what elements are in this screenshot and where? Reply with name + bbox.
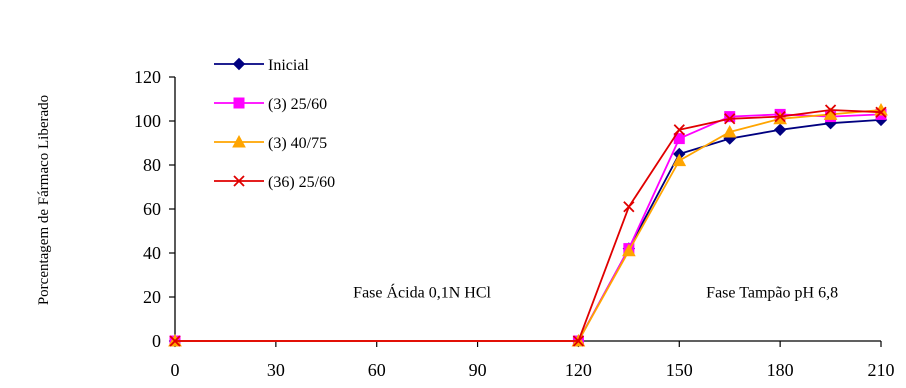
data-point	[775, 124, 786, 135]
legend-label: Inicial	[268, 57, 309, 74]
annotation-label: Fase Tampão pH 6,8	[706, 285, 838, 302]
y-axis-label: Porcentagem de Fármaco Liberado	[36, 95, 52, 305]
legend-label: (3) 25/60	[268, 96, 327, 113]
legend-marker	[234, 59, 245, 70]
x-tick-label: 30	[267, 360, 285, 380]
y-tick-label: 40	[143, 243, 161, 263]
legend-marker	[234, 98, 244, 108]
legend-item: (3) 25/60	[214, 96, 327, 113]
x-tick-label: 60	[368, 360, 386, 380]
legend: Inicial (3) 25/60 (3) 40/75 (36) 25/60	[214, 57, 335, 191]
x-tick-label: 210	[868, 360, 895, 380]
legend-label: (3) 40/75	[268, 135, 327, 152]
y-tick-label: 120	[134, 67, 161, 87]
y-tick-label: 60	[143, 199, 161, 219]
annotations: Fase Ácida 0,1N HCl Fase Tampão pH 6,8	[353, 283, 838, 302]
legend-item: (3) 40/75	[214, 135, 327, 152]
series-line	[175, 120, 881, 341]
annotation-label: Fase Ácida 0,1N HCl	[353, 283, 491, 302]
legend-item: (36) 25/60	[214, 174, 335, 191]
x-tick-label: 150	[666, 360, 693, 380]
x-tick-label: 90	[469, 360, 487, 380]
y-tick-label: 0	[152, 331, 161, 351]
data-point	[624, 202, 634, 212]
x-ticks: 0 30 60 90 120 150 180 210	[171, 341, 895, 380]
x-tick-label: 120	[565, 360, 592, 380]
x-tick-label: 0	[171, 360, 180, 380]
legend-item: Inicial	[214, 57, 309, 74]
y-ticks: 0 20 40 60 80 100 120	[134, 67, 175, 351]
legend-label: (36) 25/60	[268, 174, 335, 191]
x-tick-label: 180	[767, 360, 794, 380]
y-tick-label: 20	[143, 287, 161, 307]
y-tick-label: 100	[134, 111, 161, 131]
y-tick-label: 80	[143, 155, 161, 175]
